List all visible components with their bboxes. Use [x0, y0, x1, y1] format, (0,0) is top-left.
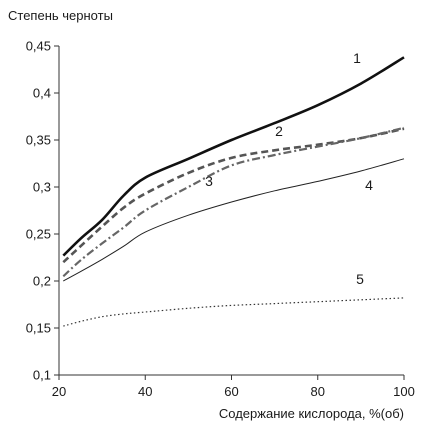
series-line-4 [63, 158, 405, 282]
series-layer [62, 56, 405, 327]
y-tick-label: 0,1 [33, 368, 51, 383]
x-tick-label: 80 [311, 384, 325, 399]
curve-label-4: 4 [365, 177, 373, 193]
series-line-2 [62, 127, 405, 264]
series-line-3 [62, 126, 405, 278]
x-tick-label: 20 [52, 384, 66, 399]
y-tick-label: 0,45 [26, 39, 51, 54]
y-tick-label: 0,4 [33, 86, 51, 101]
curve-label-5: 5 [356, 271, 364, 287]
y-tick-label: 0,35 [26, 133, 51, 148]
y-tick-label: 0,2 [33, 274, 51, 289]
series-line-1 [62, 56, 405, 257]
y-tick-label: 0,3 [33, 180, 51, 195]
y-axis-title: Степень черноты [8, 8, 113, 23]
x-tick-label: 100 [393, 384, 415, 399]
axes: 0,1 0,15 0,2 0,25 0,3 0,35 0,4 0,45 20 40 60 80 100 [26, 39, 415, 400]
curve-label-3: 3 [205, 173, 213, 189]
y-tick-label: 0,15 [26, 321, 51, 336]
curve-label-1: 1 [353, 50, 361, 66]
curve-labels: 1 2 3 4 5 [205, 50, 373, 287]
x-axis-title: Содержание кислорода, %(об) [219, 406, 404, 421]
y-tick-label: 0,25 [26, 227, 51, 242]
x-tick-label: 40 [138, 384, 152, 399]
x-tick-label: 60 [224, 384, 238, 399]
curve-label-2: 2 [275, 123, 283, 139]
series-line-5 [63, 297, 405, 327]
